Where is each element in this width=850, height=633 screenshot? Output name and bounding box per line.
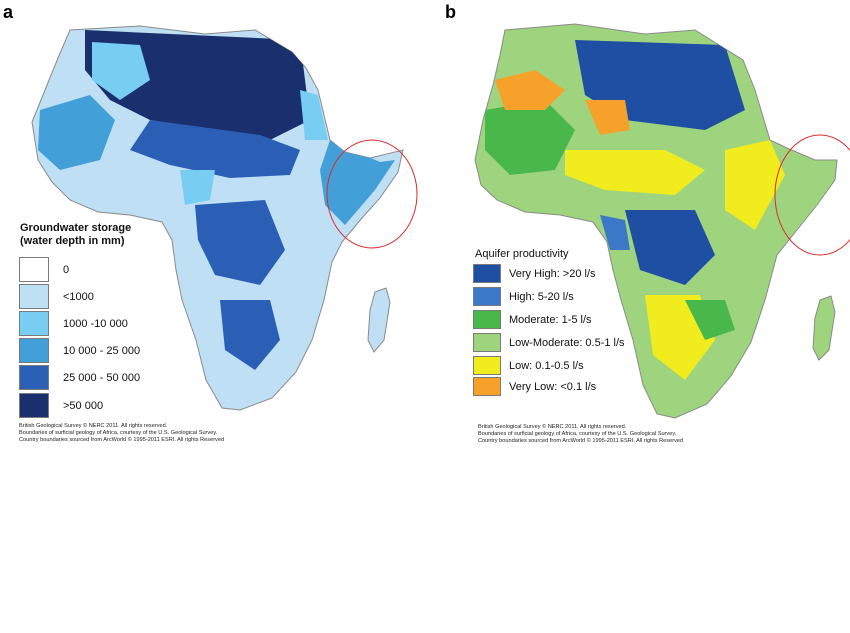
horn-of-africa-highlight-a — [326, 139, 418, 249]
legend-swatch — [473, 287, 501, 306]
zone-very-high-congo — [625, 210, 715, 285]
legend-label: >50 000 — [63, 399, 104, 412]
credit-line: British Geological Survey © NERC 2011. A… — [478, 424, 627, 430]
legend-title-line2: (water depth in mm) — [20, 235, 125, 247]
horn-of-africa-highlight-b — [774, 134, 850, 256]
zone-low-east — [725, 140, 785, 230]
productivity-zones — [485, 40, 835, 380]
zone-congo-basin-storage — [195, 200, 285, 285]
zone-low-moderate-horn — [785, 160, 835, 225]
legend-item-productivity-1: High: 5-20 l/s — [473, 287, 574, 306]
credit-line: Boundaries of surficial geology of Afric… — [19, 430, 218, 437]
zone-horn-storage — [320, 140, 395, 225]
legend-item-storage-1: <1000 — [19, 284, 94, 309]
legend-label: <1000 — [63, 290, 94, 303]
zone-very-low-central-north — [585, 100, 630, 135]
africa-map-groundwater-storage — [31, 25, 418, 411]
legend-item-storage-3: 10 000 - 25 000 — [19, 338, 140, 363]
legend-swatch — [473, 264, 501, 283]
credit-line: Country boundaries sourced from ArcWorld… — [478, 438, 684, 445]
legend-item-storage-4: 25 000 - 50 000 — [19, 365, 140, 390]
zone-central-storage — [180, 170, 215, 205]
zone-high-west-central — [600, 215, 630, 250]
legend-label: Moderate: 1-5 l/s — [509, 313, 592, 326]
legend-label: Low-Moderate: 0.5-1 l/s — [509, 336, 625, 349]
panel-a-groundwater-storage: a Groundwater storage (water depth in mm… — [0, 0, 425, 450]
zone-kalahari-storage — [220, 300, 280, 370]
legend-swatch — [473, 333, 501, 352]
legend-title-line1: Groundwater storage — [20, 222, 132, 234]
legend-swatch — [19, 393, 49, 418]
panel-b-aquifer-productivity: b Aquifer productivity Ve — [425, 0, 850, 450]
legend-swatch — [19, 365, 49, 390]
panel-label-b: b — [445, 2, 456, 22]
legend-swatch — [19, 311, 49, 336]
legend-label: 1000 -10 000 — [63, 317, 128, 330]
legend-label: Very Low: <0.1 l/s — [509, 380, 597, 393]
legend-item-storage-5: >50 000 — [19, 393, 103, 418]
legend-label: 10 000 - 25 000 — [63, 344, 141, 357]
legend-item-productivity-2: Moderate: 1-5 l/s — [473, 310, 592, 329]
legend-item-productivity-5: Very Low: <0.1 l/s — [473, 377, 596, 396]
legend-item-storage-0: 0 — [19, 257, 69, 282]
storage-zones — [38, 30, 395, 370]
zone-sahel-high-storage — [130, 120, 300, 178]
legend-groundwater-storage: Groundwater storage (water depth in mm) — [20, 222, 131, 248]
legend-item-productivity-4: Low: 0.1-0.5 l/s — [473, 356, 584, 375]
credits-a: British Geological Survey © NERC 2011. A… — [19, 423, 224, 445]
legend-label: 25 000 - 50 000 — [63, 371, 141, 384]
legend-item-productivity-3: Low-Moderate: 0.5-1 l/s — [473, 333, 625, 352]
panel-label-a: a — [3, 2, 14, 22]
zone-northwest-storage — [92, 42, 150, 100]
legend-aquifer-productivity: Aquifer productivity — [475, 248, 569, 260]
legend-swatch — [473, 356, 501, 375]
legend-swatch — [473, 377, 501, 396]
zone-nile-storage — [300, 90, 328, 140]
legend-item-productivity-0: Very High: >20 l/s — [473, 264, 596, 283]
legend-label: Low: 0.1-0.5 l/s — [509, 359, 584, 372]
legend-label: 0 — [63, 263, 70, 276]
zone-low-sahel — [565, 150, 705, 195]
legend-swatch — [19, 257, 49, 282]
madagascar-storage — [367, 287, 391, 353]
legend-swatch — [19, 284, 49, 309]
credit-line: British Geological Survey © NERC 2011. A… — [19, 423, 168, 429]
credit-line: Country boundaries sourced from ArcWorld… — [19, 437, 225, 444]
africa-map-aquifer-productivity — [474, 23, 850, 419]
zone-very-low-northwest — [495, 70, 565, 110]
legend-swatch — [473, 310, 501, 329]
legend-swatch — [19, 338, 49, 363]
madagascar-productivity — [812, 295, 836, 361]
credits-b: British Geological Survey © NERC 2011. A… — [478, 424, 683, 446]
zone-west-moderate-storage — [38, 95, 115, 170]
zone-moderate-south — [685, 300, 735, 340]
legend-label: Very High: >20 l/s — [509, 267, 596, 280]
legend-label: High: 5-20 l/s — [509, 290, 574, 303]
credit-line: Boundaries of surficial geology of Afric… — [478, 431, 677, 438]
legend-title: Aquifer productivity — [475, 248, 569, 260]
zone-moderate-west — [485, 100, 575, 175]
legend-item-storage-2: 1000 -10 000 — [19, 311, 128, 336]
